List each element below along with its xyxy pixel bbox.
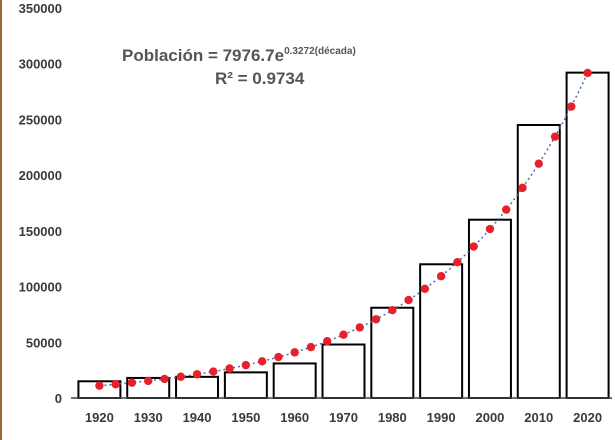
trendline-point <box>127 378 137 387</box>
y-tick-label: 0 <box>55 391 62 406</box>
trendline-point <box>388 305 397 315</box>
trendline-point <box>306 342 316 352</box>
equation-exponent: 0.3272(década) <box>284 46 356 57</box>
y-tick-label: 200000 <box>19 168 62 183</box>
y-tick-label: 100000 <box>19 280 62 295</box>
y-tick-label: 150000 <box>19 224 62 239</box>
trendline-point <box>355 323 364 332</box>
trendline-point <box>160 374 169 384</box>
x-tick-label: 2020 <box>573 410 602 425</box>
equation-annotation: Población = 7976.7e0.3272(década) <box>122 46 356 65</box>
trendline-point <box>567 102 576 111</box>
bar-1990 <box>419 263 464 399</box>
x-tick-label: 2000 <box>475 410 504 425</box>
equation-text: Población = 7976.7e <box>122 46 284 65</box>
bar-1950 <box>223 371 268 399</box>
x-tick-label: 1940 <box>183 410 212 425</box>
trendline-point <box>550 132 560 141</box>
y-axis-ticks: 0 50000 100000 150000 200000 250000 300000 3500… <box>19 1 62 406</box>
trendline <box>95 68 592 390</box>
trendline-point <box>257 357 267 366</box>
x-tick-label: 1970 <box>329 410 358 425</box>
trendline-point <box>502 205 511 214</box>
trendline-point <box>274 352 283 362</box>
trendline-point <box>192 370 202 379</box>
trendline-point <box>371 315 381 324</box>
trendline-point <box>111 380 120 389</box>
trendline-point <box>485 224 495 234</box>
trendline-point <box>518 183 527 193</box>
trendline-point <box>420 284 430 293</box>
bar-1970 <box>321 343 366 399</box>
trendline-point <box>209 367 218 376</box>
bar-2020 <box>565 71 610 399</box>
trendline-point <box>95 381 104 390</box>
y-tick-label: 300000 <box>19 57 62 72</box>
trendline-point <box>436 272 446 281</box>
bars <box>77 71 610 400</box>
bar-1960 <box>272 362 317 400</box>
trendline-point <box>404 295 413 305</box>
x-tick-label: 1980 <box>378 410 407 425</box>
trendline-point <box>176 372 185 381</box>
y-tick-label: 50000 <box>26 335 62 350</box>
trendline-point <box>469 242 478 251</box>
trendline-point <box>144 376 153 386</box>
y-tick-label: 350000 <box>19 1 62 16</box>
trendline-point <box>290 348 299 357</box>
x-tick-label: 1990 <box>427 410 456 425</box>
trendline-point <box>534 159 543 168</box>
x-tick-label: 1920 <box>85 410 114 425</box>
x-tick-label: 1950 <box>231 410 260 425</box>
trendline-point <box>339 330 348 339</box>
trendline-point <box>323 337 332 346</box>
trendline-point <box>241 360 251 370</box>
x-axis-ticks: 1920 1930 1940 1950 1960 1970 1980 1990 2000 2010… <box>85 410 602 425</box>
trendline-point <box>583 68 592 78</box>
r-squared-annotation: R² = 0.9734 <box>215 69 305 88</box>
x-tick-label: 1960 <box>280 410 309 425</box>
trendline-point <box>453 257 462 267</box>
y-tick-label: 250000 <box>19 112 62 127</box>
trendline-point <box>225 364 234 373</box>
x-tick-label: 1930 <box>134 410 163 425</box>
x-tick-label: 2010 <box>524 410 553 425</box>
